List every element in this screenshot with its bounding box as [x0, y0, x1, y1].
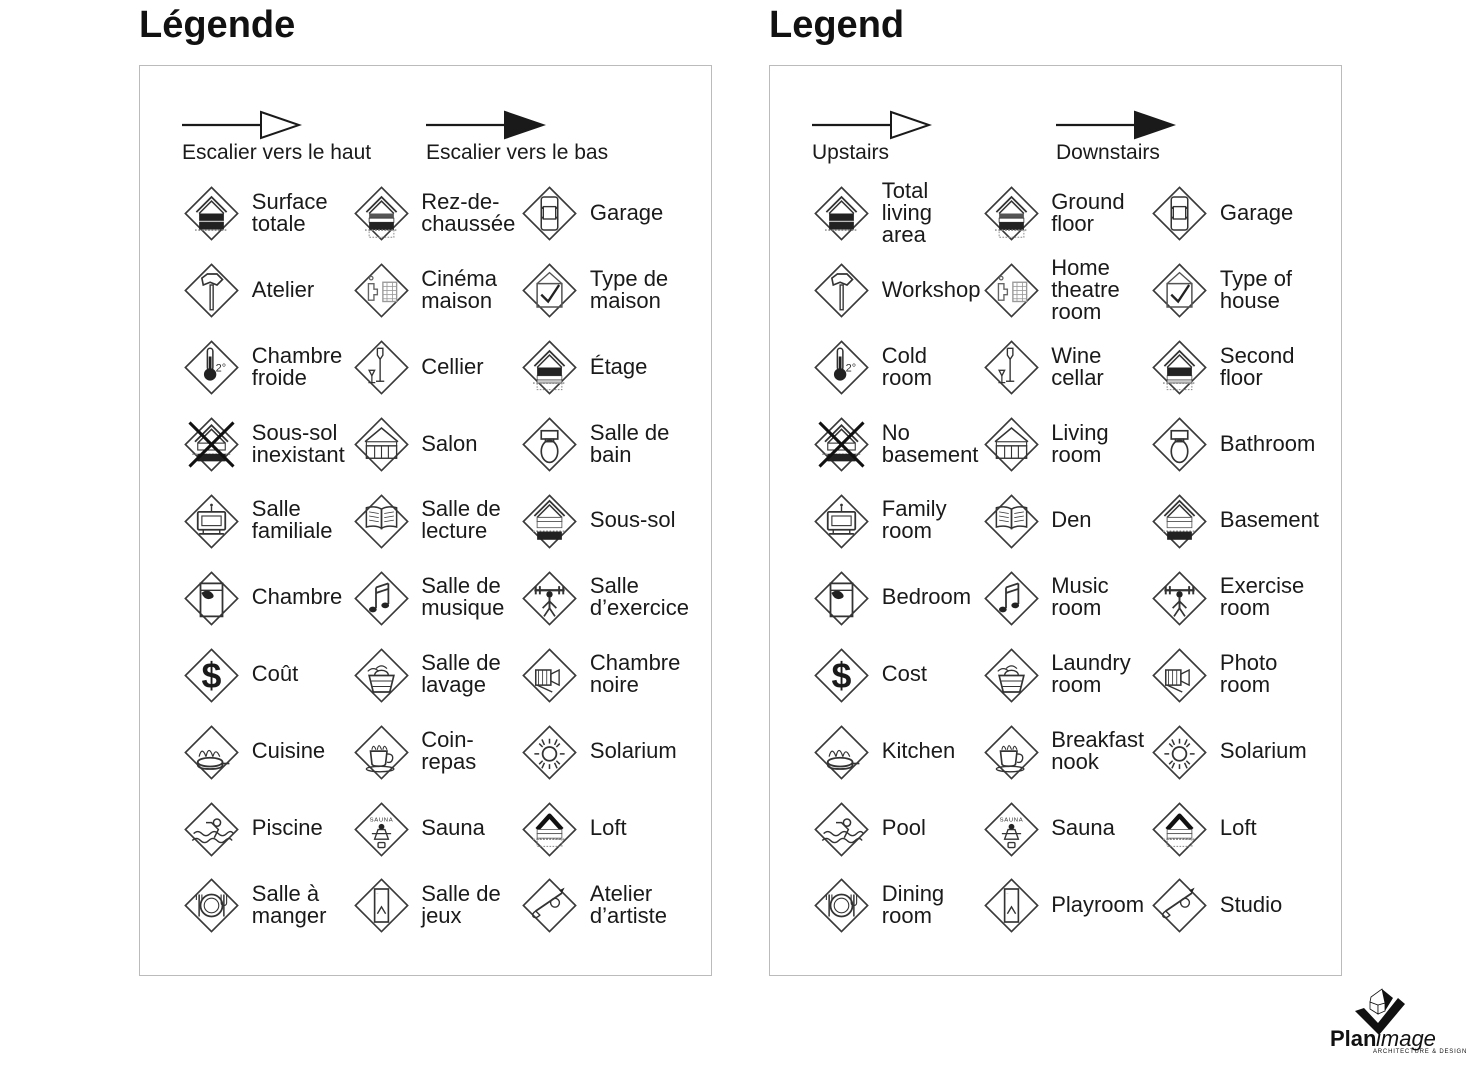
svg-text:image: image — [1376, 1026, 1436, 1051]
svg-text:$: $ — [202, 656, 222, 696]
svg-text:2°: 2° — [216, 363, 227, 375]
svg-text:2°: 2° — [846, 363, 857, 375]
svg-text:Plan: Plan — [1330, 1026, 1376, 1051]
svg-text:SAUNA: SAUNA — [999, 817, 1023, 823]
svg-text:SAUNA: SAUNA — [369, 817, 393, 823]
svg-text:ARCHITECTURE & DESIGN: ARCHITECTURE & DESIGN — [1373, 1049, 1467, 1053]
svg-text:$: $ — [832, 656, 852, 696]
